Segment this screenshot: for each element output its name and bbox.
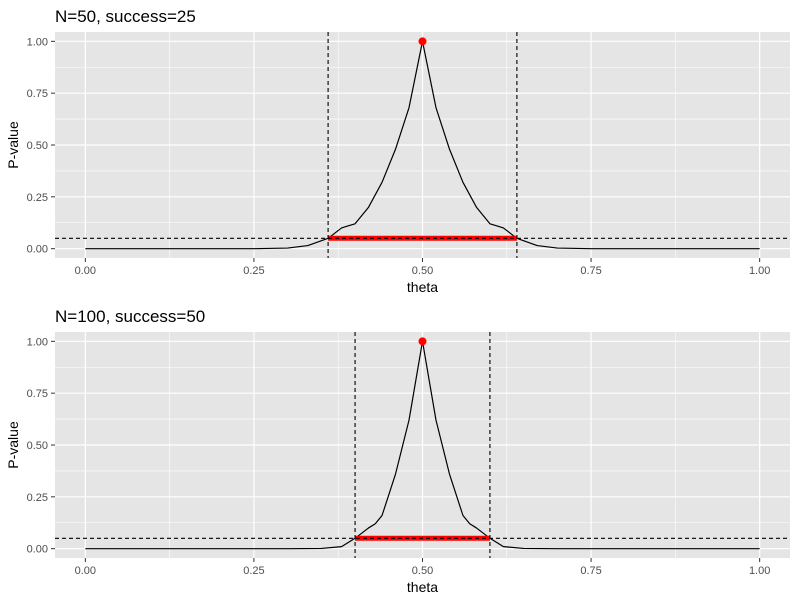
x-axis-label: theta [407, 579, 438, 595]
y-tick-label: 0.25 [27, 492, 48, 504]
y-tick-label: 0.75 [27, 88, 48, 100]
x-tick-label: 0.00 [75, 265, 96, 277]
y-axis-label: P-value [5, 121, 21, 169]
x-tick-label: 0.50 [412, 565, 433, 577]
x-tick-label: 0.75 [580, 565, 601, 577]
x-tick-label: 0.75 [580, 265, 601, 277]
chart-title: N=50, success=25 [55, 7, 196, 26]
chart-title: N=100, success=50 [55, 307, 205, 326]
x-tick-label: 1.00 [749, 565, 770, 577]
y-tick-label: 0.00 [27, 244, 48, 256]
y-tick-label: 0.50 [27, 140, 48, 152]
y-tick-label: 0.00 [27, 544, 48, 556]
chart-panel-2: N=100, success=50 0.00 0.25 0.50 0.75 1.00 0.0… [5, 307, 790, 595]
y-axis-label: P-value [5, 421, 21, 469]
x-tick-label: 0.25 [243, 565, 264, 577]
x-tick-label: 0.00 [75, 565, 96, 577]
y-tick-label: 0.25 [27, 192, 48, 204]
y-tick-label: 1.00 [27, 336, 48, 348]
peak-point [418, 337, 427, 346]
y-tick-label: 0.50 [27, 440, 48, 452]
x-axis-label: theta [407, 279, 438, 295]
x-tick-label: 0.25 [243, 265, 264, 277]
peak-point [418, 37, 427, 46]
y-tick-label: 0.75 [27, 388, 48, 400]
y-tick-label: 1.00 [27, 36, 48, 48]
x-tick-label: 1.00 [749, 265, 770, 277]
x-tick-label: 0.50 [412, 265, 433, 277]
chart-panel-1: N=50, success=25 0.00 0.25 0.50 0.75 1.00 0.00… [5, 7, 790, 295]
